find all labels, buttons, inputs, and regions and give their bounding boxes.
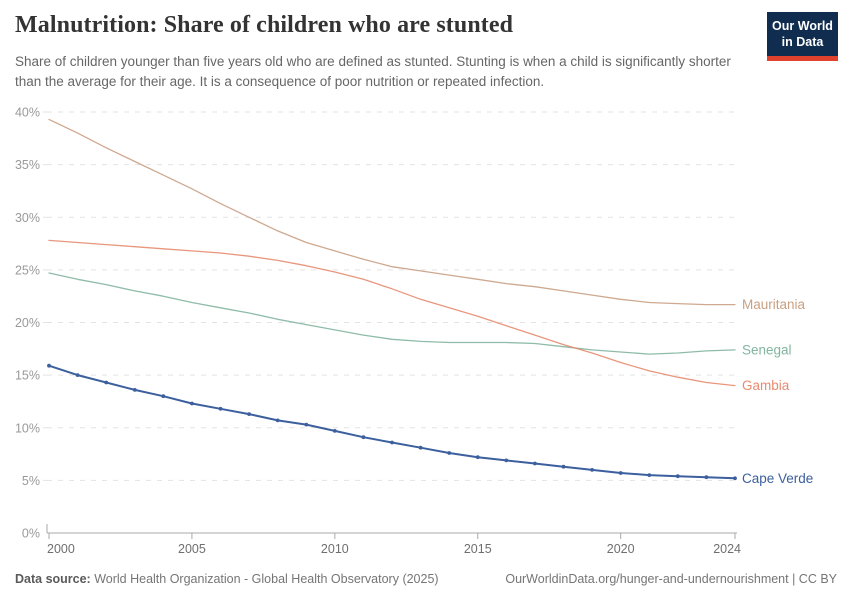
footer-link[interactable]: OurWorldinData.org/hunger-and-undernouri…: [505, 572, 837, 586]
x-tick-label: 2005: [178, 542, 206, 555]
x-tick-label: 2024: [713, 542, 741, 555]
data-point-cape-verde[interactable]: [418, 445, 423, 450]
stunting-line-chart[interactable]: 0% 5% 10% 15% 20% 25% 30% 35% 40% 2000 2005 2010 201…: [0, 95, 850, 556]
x-tick-label: 2020: [607, 542, 635, 555]
y-tick-label: 25%: [15, 263, 40, 277]
series-label-gambia[interactable]: Gambia: [742, 378, 790, 393]
data-source-value: World Health Organization - Global Healt…: [90, 572, 439, 586]
data-point-cape-verde[interactable]: [75, 373, 80, 377]
y-tick-label: 15%: [15, 369, 40, 383]
data-point-cape-verde[interactable]: [104, 380, 109, 385]
data-point-cape-verde[interactable]: [161, 394, 166, 399]
data-point-cape-verde[interactable]: [47, 363, 51, 368]
data-point-cape-verde[interactable]: [675, 474, 680, 479]
series-line-mauritania[interactable]: [48, 118, 736, 306]
data-point-cape-verde[interactable]: [361, 435, 366, 440]
data-point-cape-verde[interactable]: [704, 475, 709, 480]
series-label-cape-verde[interactable]: Cape Verde: [742, 471, 813, 486]
data-source-label: Data source:: [15, 572, 91, 586]
owid-logo-line2: in Data: [781, 35, 824, 50]
data-point-cape-verde[interactable]: [733, 476, 737, 481]
chart-footer: Data source: World Health Organization -…: [15, 572, 837, 586]
series-label-mauritania[interactable]: Mauritania: [742, 297, 806, 312]
owid-logo: Our World in Data: [767, 12, 838, 61]
data-point-cape-verde[interactable]: [618, 471, 623, 475]
data-point-cape-verde[interactable]: [475, 455, 480, 460]
y-tick-label: 40%: [15, 106, 40, 120]
data-point-cape-verde[interactable]: [190, 401, 194, 406]
series-line-senegal[interactable]: [48, 272, 736, 355]
data-point-cape-verde[interactable]: [590, 468, 594, 472]
chart-subtitle: Share of children younger than five year…: [15, 54, 731, 89]
x-tick-label: 2015: [464, 542, 492, 555]
y-tick-label: 10%: [15, 421, 40, 435]
data-point-cape-verde[interactable]: [218, 406, 223, 411]
data-point-cape-verde[interactable]: [247, 412, 252, 416]
data-point-cape-verde[interactable]: [132, 388, 137, 392]
data-source: Data source: World Health Organization -…: [15, 572, 439, 586]
series-label-senegal[interactable]: Senegal: [742, 342, 792, 357]
data-point-cape-verde[interactable]: [561, 464, 566, 469]
x-tick-label: 2010: [321, 542, 349, 555]
page-title: Malnutrition: Share of children who are …: [15, 12, 514, 38]
y-tick-label: 20%: [15, 316, 40, 330]
data-point-cape-verde[interactable]: [504, 458, 509, 463]
data-point-cape-verde[interactable]: [447, 451, 452, 455]
y-tick-label: 0%: [22, 527, 40, 541]
y-tick-label: 35%: [15, 158, 40, 172]
owid-logo-line1: Our World: [772, 19, 833, 33]
data-point-cape-verde[interactable]: [332, 429, 337, 433]
data-point-cape-verde[interactable]: [304, 422, 309, 427]
x-tick-label: 2000: [47, 542, 75, 555]
data-point-cape-verde[interactable]: [275, 418, 280, 423]
y-tick-label: 30%: [15, 211, 40, 225]
series-line-gambia[interactable]: [48, 239, 736, 387]
series-line-cape-verde[interactable]: [48, 364, 736, 480]
data-point-cape-verde[interactable]: [533, 461, 537, 466]
data-point-cape-verde[interactable]: [390, 440, 394, 445]
y-tick-label: 5%: [22, 474, 40, 488]
data-point-cape-verde[interactable]: [647, 473, 652, 477]
